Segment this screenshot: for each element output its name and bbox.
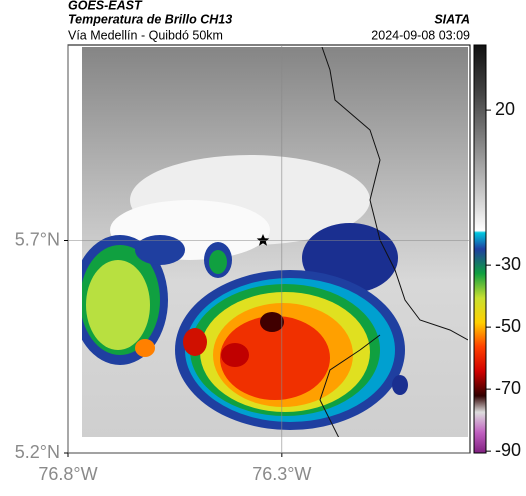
colorbar-label: 20 [495, 99, 515, 119]
y-tick-label: 5.7°N [15, 229, 60, 249]
colorbar-label: -70 [495, 378, 521, 398]
y-tick-label: 5.2°N [15, 442, 60, 462]
source: SIATA [434, 12, 470, 26]
location-marker [256, 234, 270, 246]
colorbar-label: -50 [495, 316, 521, 336]
region: Vía Medellín - Quibdó 50km [68, 28, 223, 42]
x-tick-label: 76.3°W [252, 464, 311, 484]
timestamp: 2024-09-08 03:09 [371, 28, 470, 42]
product: Temperatura de Brillo CH13 [68, 12, 232, 26]
colorbar-label: -30 [495, 254, 521, 274]
colorbar-label: -90 [495, 440, 521, 460]
brightness-field [82, 47, 468, 437]
colorbar [473, 44, 487, 454]
satellite: GOES-EAST [68, 0, 143, 12]
x-tick-label: 76.8°W [38, 464, 97, 484]
